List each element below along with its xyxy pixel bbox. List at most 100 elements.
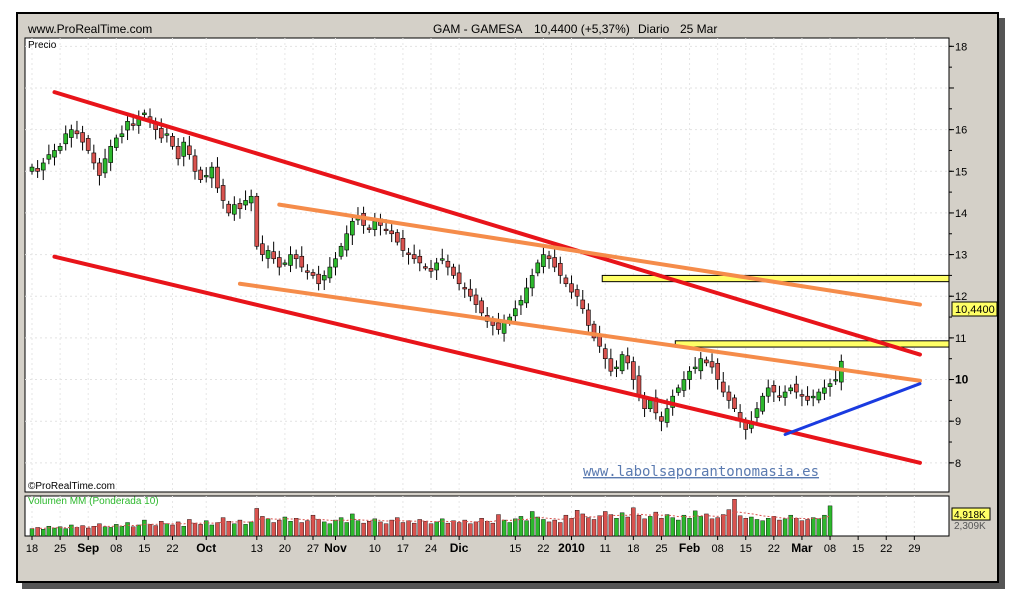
- x-tick-label: 18: [26, 543, 38, 555]
- candle-body: [52, 150, 57, 158]
- x-tick-label: 22: [537, 543, 549, 555]
- candle-body: [619, 354, 625, 372]
- y-tick-label: 14: [955, 208, 967, 220]
- last-price-box-value: 10,4400: [955, 304, 995, 316]
- volume-bar: [574, 510, 580, 537]
- x-tick-label: 11: [600, 543, 611, 555]
- candle-body: [687, 370, 692, 380]
- volume-bar: [310, 514, 316, 537]
- candle-body: [46, 154, 52, 160]
- volume-bar: [226, 521, 231, 537]
- volume-label: Volumen MM (Ponderada 10): [28, 496, 159, 507]
- candle-body: [276, 257, 282, 268]
- volume-bar: [198, 524, 203, 537]
- x-tick-label: 13: [251, 543, 263, 555]
- x-tick-label: 15: [138, 543, 150, 555]
- volume-bar: [159, 521, 164, 537]
- volume-bar: [619, 512, 625, 537]
- candle-body: [305, 270, 310, 273]
- candle-body: [552, 257, 557, 268]
- candle-body: [625, 355, 631, 364]
- candle-body: [209, 166, 215, 179]
- candle-body: [794, 383, 799, 393]
- volume-bar: [170, 524, 175, 537]
- volume-bar: [108, 527, 113, 537]
- candle-body: [366, 227, 372, 230]
- volume-bar: [586, 517, 591, 537]
- y-tick-label: 15: [955, 166, 967, 178]
- x-tick-label: 22: [880, 543, 892, 555]
- candle-body: [226, 203, 231, 214]
- candle-body: [372, 220, 378, 230]
- candle-body: [85, 138, 91, 151]
- volume-bar: [743, 518, 748, 537]
- candle-body: [288, 254, 293, 266]
- volume-bar: [676, 519, 681, 537]
- volume-bar: [97, 523, 102, 537]
- candle-body: [675, 387, 681, 393]
- volume-bar: [799, 520, 805, 537]
- candle-body: [383, 228, 389, 231]
- candle-body: [333, 258, 338, 268]
- x-tick-label: 22: [166, 543, 178, 555]
- candle-body: [282, 262, 288, 265]
- volume-bar: [52, 527, 57, 537]
- volume-bar: [29, 528, 35, 537]
- volume-bar: [322, 521, 327, 537]
- volume-bar: [788, 514, 793, 537]
- candle-body: [40, 162, 46, 171]
- volume-bar: [749, 516, 754, 537]
- volume-bar: [653, 511, 659, 537]
- volume-bar: [400, 522, 406, 537]
- candle-body: [321, 275, 327, 281]
- volume-bar: [338, 517, 344, 537]
- candle-body: [175, 145, 181, 160]
- x-tick-label: 20: [279, 543, 291, 555]
- volume-bar: [513, 518, 518, 537]
- x-tick-label: 08: [824, 543, 836, 555]
- candle-body: [709, 361, 715, 368]
- candle-body: [215, 166, 220, 189]
- candle-body: [417, 255, 423, 264]
- x-tick-label: 10: [369, 543, 381, 555]
- volume-bar: [248, 521, 254, 537]
- volume-bar: [80, 525, 85, 537]
- candle-body: [715, 362, 720, 380]
- volume-bar: [355, 520, 361, 537]
- volume-bar: [737, 515, 743, 537]
- volume-bar: [428, 523, 434, 537]
- y-tick-label: 18: [955, 41, 967, 53]
- x-tick-label: 18: [627, 543, 639, 555]
- candle-body: [97, 162, 102, 176]
- volume-bar: [541, 519, 546, 537]
- volume-bar: [344, 522, 349, 537]
- candle-body: [310, 272, 316, 276]
- volume-bar: [445, 522, 451, 537]
- volume-bar: [411, 522, 417, 537]
- candle-body: [636, 375, 642, 397]
- volume-bar: [395, 517, 400, 537]
- candle-body: [350, 220, 355, 236]
- volume-bar: [709, 518, 715, 537]
- candle-body: [631, 361, 636, 380]
- candle-body: [114, 137, 119, 148]
- volume-bar: [237, 519, 243, 537]
- candle-body: [232, 204, 237, 215]
- y-tick-label: 16: [955, 125, 967, 137]
- volume-bar: [367, 521, 372, 537]
- volume-bar: [670, 517, 675, 537]
- volume-bar: [777, 519, 782, 537]
- volume-bar: [57, 526, 63, 537]
- x-tick-label: Feb: [679, 541, 700, 555]
- volume-bar: [771, 516, 777, 537]
- y-tick-label: 11: [955, 333, 966, 345]
- candle-body: [119, 133, 125, 138]
- volume-bar: [681, 514, 687, 537]
- volume-bar: [535, 516, 540, 537]
- candle-body: [63, 133, 69, 145]
- candle-body: [810, 395, 816, 399]
- y-tick-label: 10: [955, 373, 969, 387]
- candle-body: [574, 289, 580, 297]
- candle-body: [198, 169, 203, 180]
- x-tick-label: 17: [397, 543, 409, 555]
